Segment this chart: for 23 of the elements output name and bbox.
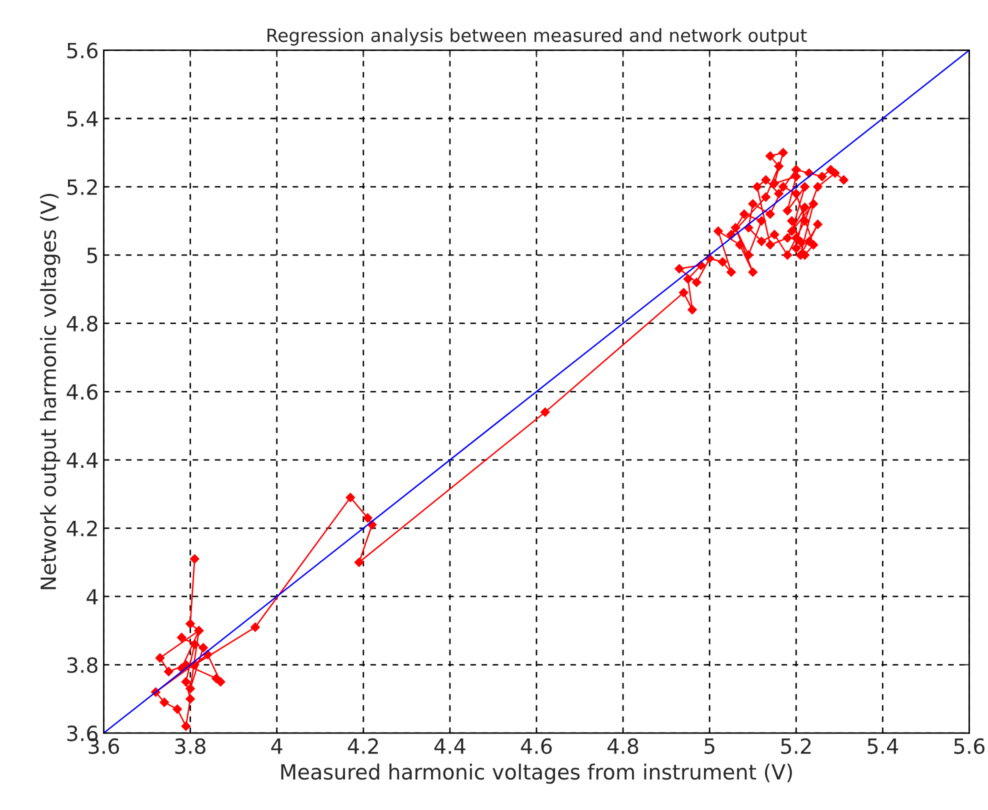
x-tick-label: 4.6 (520, 738, 552, 754)
x-tick-label: 5.6 (954, 738, 984, 754)
y-tick-label: 3.8 (67, 657, 98, 673)
x-tick-label: 4.4 (434, 738, 466, 754)
x-tick-label: 4.8 (607, 738, 638, 754)
x-tick-label: 4.2 (348, 738, 378, 754)
y-axis-title: Network output harmonic voltages (V) (40, 194, 60, 590)
y-tick-label: 5.2 (67, 179, 97, 195)
x-tick-label: 3.8 (175, 738, 206, 754)
y-tick-label: 5.6 (67, 42, 98, 58)
x-axis-title: Measured harmonic voltages from instrument (V) (281, 764, 792, 784)
y-tick-label: 4.2 (66, 520, 97, 536)
x-tick-label: 4 (271, 738, 282, 754)
chart-title: Regression analysis between measured and network output (268, 28, 807, 46)
x-tick-label: 5.2 (781, 738, 811, 754)
y-tick-label: 4.8 (66, 316, 98, 332)
y-tick-label: 4.4 (66, 452, 98, 468)
x-tick-label: 5 (704, 738, 714, 754)
y-tick-label: 4.6 (66, 384, 98, 400)
y-tick-label: 4 (86, 589, 98, 604)
y-tick-label: 5.4 (67, 111, 98, 127)
y-tick-label: 5 (87, 248, 98, 264)
x-tick-label: 5.4 (868, 738, 898, 754)
